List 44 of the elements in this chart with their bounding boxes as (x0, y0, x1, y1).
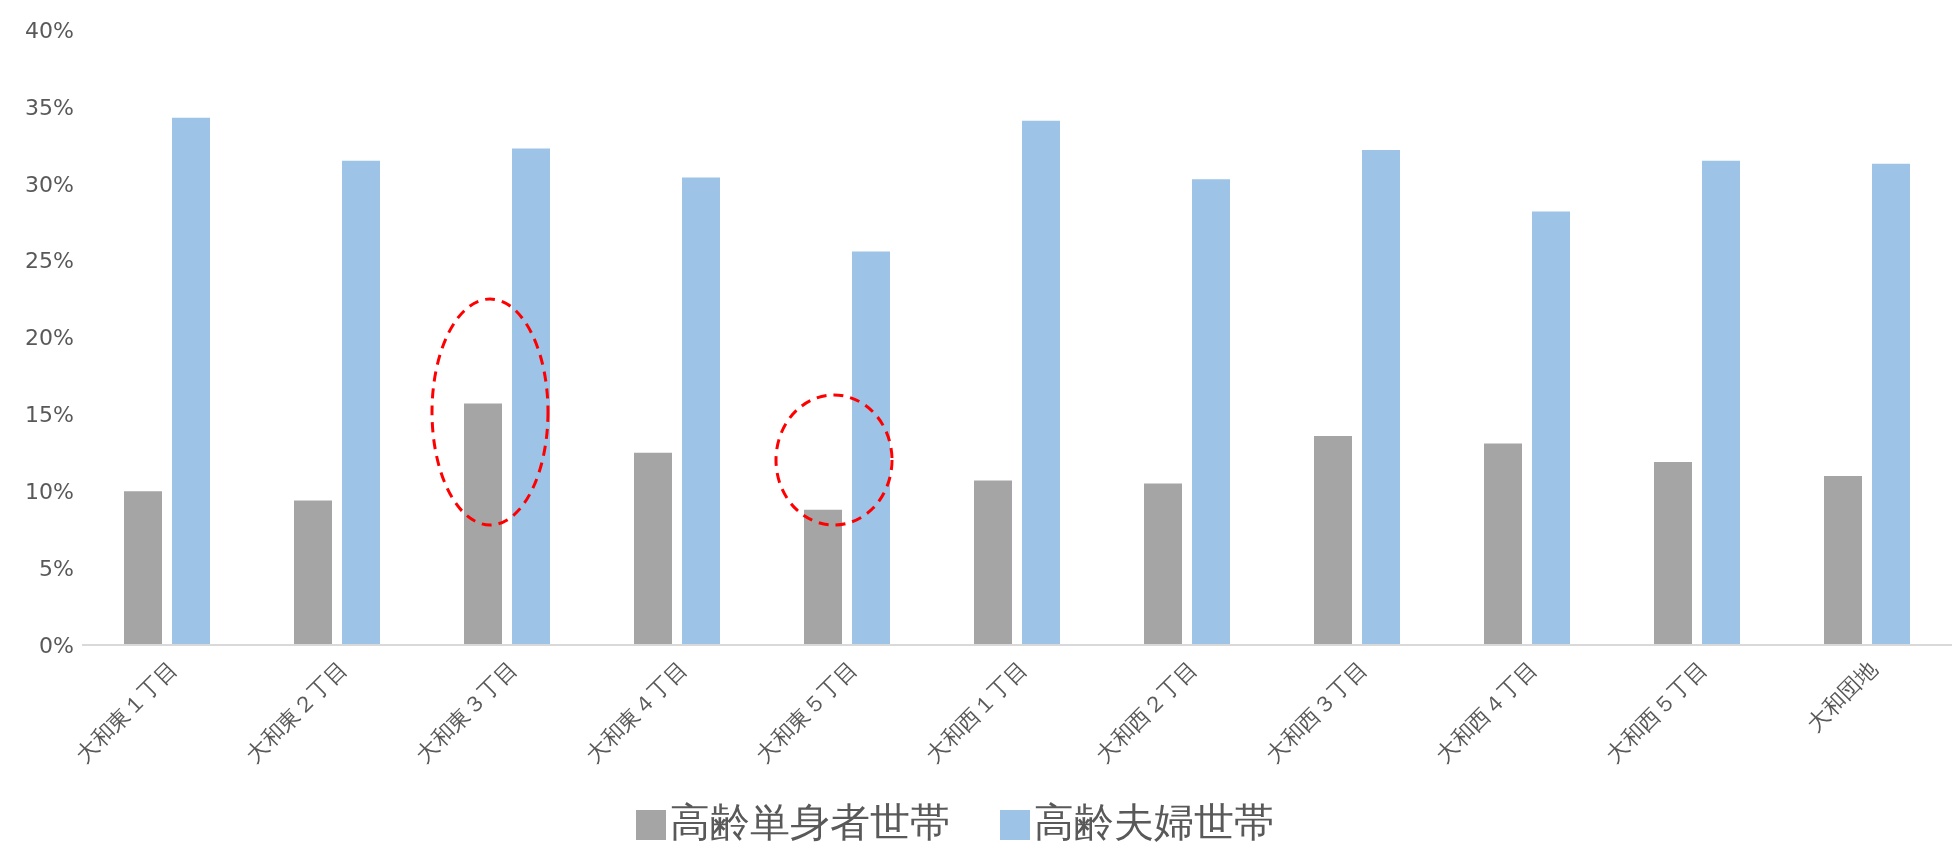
y-tick-label: 5% (39, 555, 74, 581)
bar (634, 452, 672, 645)
bar (1362, 149, 1400, 645)
bar (464, 403, 502, 645)
y-tick-label: 20% (25, 325, 74, 351)
y-tick-label: 40% (25, 17, 74, 43)
bar (342, 160, 380, 645)
x-tick-label: 大和西１丁目 (920, 656, 1032, 768)
bar (124, 491, 162, 645)
bar (1702, 160, 1740, 645)
y-tick-label: 15% (25, 402, 74, 428)
bar (852, 251, 890, 645)
x-tick-label: 大和東３丁目 (410, 656, 522, 768)
y-tick-label: 30% (25, 171, 74, 197)
x-tick-label: 大和西４丁目 (1430, 656, 1542, 768)
bar (294, 500, 332, 645)
x-tick-label: 大和東５丁目 (750, 656, 862, 768)
x-tick-label: 大和東１丁目 (70, 656, 182, 768)
x-tick-label: 大和東２丁目 (240, 656, 352, 768)
bar (1022, 120, 1060, 645)
bar (1144, 483, 1182, 645)
bar (804, 509, 842, 645)
bar (1872, 163, 1910, 645)
x-tick-label: 大和団地 (1801, 656, 1882, 737)
legend-label: 高齢単身者世帯 (670, 799, 950, 845)
bar (974, 480, 1012, 645)
bar (1192, 179, 1230, 645)
legend-label: 高齢夫婦世帯 (1034, 799, 1274, 845)
y-tick-label: 0% (39, 632, 74, 658)
x-tick-label: 大和西５丁目 (1600, 656, 1712, 768)
x-tick-label: 大和東４丁目 (580, 656, 692, 768)
y-tick-label: 25% (25, 248, 74, 274)
bar (1654, 462, 1692, 645)
bar (1532, 211, 1570, 645)
y-tick-label: 10% (25, 479, 74, 505)
bar (512, 148, 550, 645)
bar (172, 117, 210, 645)
bar (1484, 443, 1522, 645)
bar (682, 177, 720, 645)
bar (1314, 435, 1352, 645)
x-tick-label: 大和西２丁目 (1090, 656, 1202, 768)
y-tick-label: 35% (25, 94, 74, 120)
x-tick-label: 大和西３丁目 (1260, 656, 1372, 768)
bar (1824, 475, 1862, 645)
